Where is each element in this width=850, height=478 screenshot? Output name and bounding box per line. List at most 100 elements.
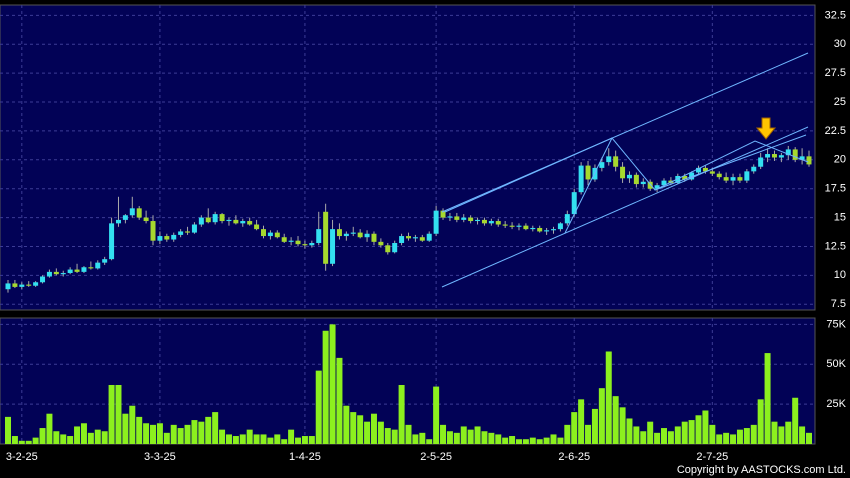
volume-bar — [308, 436, 315, 444]
volume-bar — [5, 416, 11, 444]
marks — [5, 145, 812, 444]
volume-bar — [426, 439, 433, 444]
volume-bar — [329, 324, 336, 444]
candle-body — [702, 167, 708, 172]
candle-body — [171, 234, 177, 240]
candle-body — [343, 233, 349, 237]
volume-bar — [743, 428, 750, 444]
candle-body — [682, 175, 688, 180]
candle-body — [426, 233, 432, 241]
candle-body — [806, 156, 812, 165]
candle-body — [406, 236, 411, 239]
volume-bar — [67, 436, 74, 444]
volume-bar — [274, 434, 281, 444]
candle-body — [240, 221, 246, 224]
candle-body — [281, 237, 287, 242]
candle-body — [178, 231, 184, 235]
volume-bar — [391, 429, 398, 444]
candle-body — [723, 177, 729, 181]
volume-bar — [654, 432, 661, 444]
volume-bar — [502, 437, 509, 444]
candle-body — [122, 215, 128, 220]
candle-body — [81, 267, 87, 272]
volume-bar — [647, 421, 654, 444]
candle-body — [198, 217, 204, 225]
candle-body — [778, 155, 784, 158]
candle-body — [654, 185, 660, 189]
volume-bar — [80, 423, 87, 444]
volume-bar — [460, 426, 467, 444]
volume-bar — [633, 426, 640, 444]
volume-panel — [0, 317, 816, 445]
volume-bar — [543, 437, 550, 444]
candle-body — [67, 269, 73, 274]
volume-bar — [736, 429, 743, 444]
volume-bar — [295, 437, 302, 444]
volume-bar — [550, 434, 557, 444]
y-tick-label: 22.5 — [825, 125, 846, 137]
volume-bar — [716, 434, 723, 444]
volume-bar — [232, 436, 239, 444]
volume-bar — [536, 439, 543, 444]
volume-bar — [522, 439, 529, 444]
candle-body — [164, 236, 170, 240]
candle-body — [557, 223, 563, 230]
candle-body — [191, 224, 197, 233]
volume-bar — [357, 415, 364, 444]
volume-bar — [799, 426, 806, 444]
volume-bar — [398, 384, 405, 444]
volume-bar — [564, 424, 571, 444]
candle-body — [274, 232, 280, 238]
candle-body — [758, 157, 764, 167]
candle-body — [792, 149, 798, 160]
candle-body — [364, 233, 370, 238]
y-tick-label: 30 — [834, 38, 846, 50]
candle-body — [205, 217, 211, 223]
volume-bar — [191, 420, 198, 444]
candle-body — [371, 233, 377, 242]
candle-body — [350, 232, 356, 234]
volume-bar — [253, 434, 260, 444]
y-tick-label: 32.5 — [825, 9, 846, 21]
volume-bar — [301, 436, 308, 444]
candle-body — [385, 245, 391, 253]
candle-body — [613, 156, 619, 167]
volume-bar — [467, 429, 474, 444]
volume-bar — [688, 420, 695, 444]
volume-bar — [674, 426, 681, 444]
volume-bar — [246, 429, 253, 444]
candle-body — [33, 282, 39, 286]
y-tick-label: 27.5 — [825, 67, 846, 79]
candle-body — [95, 262, 101, 269]
x-tick-label: 2-5-25 — [420, 451, 452, 463]
candle-body — [260, 229, 266, 237]
candle-body — [378, 241, 384, 246]
candle-body — [392, 242, 398, 253]
volume-bar — [412, 434, 419, 444]
candle-body — [109, 223, 115, 260]
volume-bar — [25, 440, 32, 444]
volume-bar — [433, 386, 440, 444]
candle-body — [578, 165, 584, 193]
volume-bar — [163, 432, 170, 444]
candle-body — [571, 192, 577, 215]
candle-body — [40, 276, 46, 283]
volume-bar — [108, 384, 115, 444]
volume-bar — [150, 424, 157, 444]
candle-body — [295, 240, 301, 245]
volume-bar — [806, 432, 812, 444]
volume-bar — [474, 426, 481, 444]
candle-body — [564, 214, 570, 224]
y-tick-label: 20 — [834, 154, 846, 166]
candle-body — [212, 214, 218, 223]
volume-bar — [578, 399, 585, 444]
candle-body — [157, 236, 163, 241]
volume-bar — [440, 424, 447, 444]
volume-bar — [177, 428, 184, 444]
candle-body — [468, 217, 474, 222]
volume-bar — [626, 418, 633, 444]
x-tick-label: 2-6-25 — [558, 451, 590, 463]
candle-body — [785, 149, 791, 156]
candle-body — [46, 271, 52, 277]
candle-body — [716, 173, 722, 178]
